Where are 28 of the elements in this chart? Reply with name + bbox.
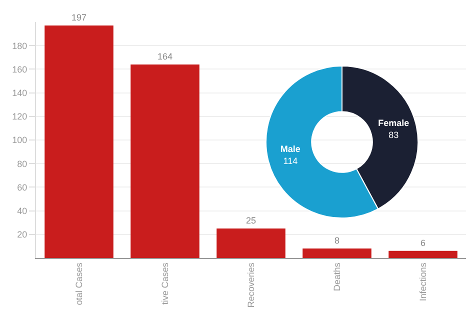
y-tick-label: 180 — [12, 40, 28, 51]
bar — [302, 248, 372, 258]
y-tick-label: 60 — [17, 182, 28, 192]
data-label: 83 — [388, 130, 399, 140]
y-tick-label: 140 — [12, 88, 28, 98]
slice-label: Female — [378, 118, 410, 128]
y-tick-label: 120 — [12, 112, 28, 122]
data-label: 164 — [157, 51, 173, 62]
y-tick-label: 160 — [12, 64, 28, 74]
y-tick-label: 100 — [12, 135, 28, 146]
y-tick-label: 20 — [17, 230, 28, 240]
data-label: 197 — [71, 12, 87, 23]
x-tick-label: Infections — [418, 262, 428, 302]
data-label: 8 — [334, 236, 340, 246]
bar — [44, 26, 114, 258]
bar — [388, 250, 458, 258]
slice-label: Male — [280, 144, 300, 154]
y-tick-label: 40 — [17, 206, 28, 216]
y-tick-label: 80 — [17, 158, 28, 169]
data-label: 114 — [283, 156, 298, 166]
x-tick-label: Deaths — [332, 262, 342, 292]
x-tick-label: otal Cases — [74, 262, 84, 306]
bar — [130, 64, 200, 258]
bar — [216, 228, 286, 258]
x-tick-label: Recoveries — [246, 262, 256, 308]
data-label: 6 — [420, 238, 426, 248]
data-label: 25 — [246, 216, 256, 226]
x-tick-label: tive Cases — [160, 262, 170, 305]
